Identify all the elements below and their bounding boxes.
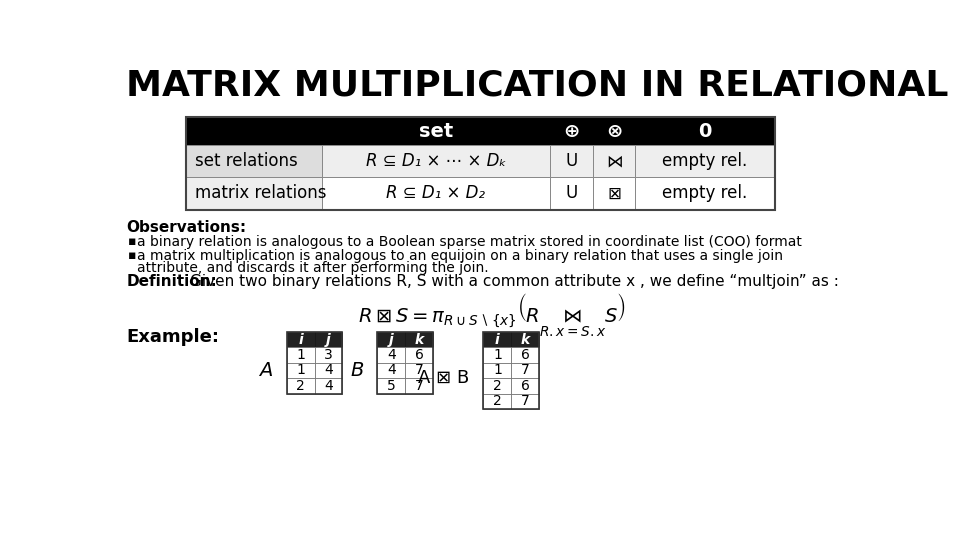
Bar [405,363,433,378]
Bar [484,363,512,378]
Text: 0: 0 [699,122,711,140]
Text: ▪: ▪ [128,235,136,248]
Bar [315,363,343,378]
Text: empty rel.: empty rel. [662,184,748,202]
Bar [484,332,540,409]
Bar [592,117,636,145]
Text: k: k [520,333,530,347]
Bar [377,363,405,378]
Bar [484,332,512,347]
Bar [592,145,636,177]
Bar [512,347,540,363]
Text: B: B [350,361,363,380]
Text: 1: 1 [296,363,305,377]
Bar [636,117,775,145]
Bar [550,117,592,145]
Text: set relations: set relations [195,152,298,170]
Text: A: A [259,361,273,380]
Bar [377,378,405,394]
Bar [405,347,433,363]
Bar [636,177,775,210]
Text: 4: 4 [324,363,333,377]
Text: R ⊆ D₁ × ⋯ × Dₖ: R ⊆ D₁ × ⋯ × Dₖ [366,152,506,170]
Text: MATRIX MULTIPLICATION IN RELATIONAL ALG.: MATRIX MULTIPLICATION IN RELATIONAL ALG. [126,69,960,103]
Text: ⊠: ⊠ [607,184,621,202]
Text: Definition:: Definition: [126,274,217,289]
Bar [484,394,512,409]
Text: k: k [415,333,423,347]
Text: 6: 6 [521,348,530,362]
Text: $R \boxtimes S = \pi_{R \cup S \setminus \{x\}}\left(R \underset{R.x=S.x}{\bowti: $R \boxtimes S = \pi_{R \cup S \setminus… [358,291,626,339]
Bar [186,117,322,145]
Bar [287,347,315,363]
Text: U: U [565,184,578,202]
Bar [377,347,405,363]
Text: 1: 1 [493,363,502,377]
Bar [377,332,405,347]
Text: 2: 2 [493,394,502,408]
Bar [405,378,433,394]
Text: Given two binary relations R, S with a common attribute x , we define “multjoin”: Given two binary relations R, S with a c… [190,274,839,289]
Bar [636,145,775,177]
Bar [484,347,512,363]
Text: 4: 4 [387,363,396,377]
Bar [287,332,343,394]
Text: 7: 7 [415,363,423,377]
Text: ▪: ▪ [128,249,136,262]
Text: 4: 4 [387,348,396,362]
Bar [186,117,775,210]
Text: set: set [419,122,453,140]
Text: i: i [299,333,303,347]
Text: a binary relation is analogous to a Boolean sparse matrix stored in coordinate l: a binary relation is analogous to a Bool… [137,235,802,249]
Text: ⊕: ⊕ [564,122,580,140]
Text: 7: 7 [521,363,530,377]
Text: 1: 1 [296,348,305,362]
Bar [512,332,540,347]
Text: 3: 3 [324,348,333,362]
Bar [405,332,433,347]
Text: attribute, and discards it after performing the join.: attribute, and discards it after perform… [137,261,489,275]
Text: Example:: Example: [126,328,219,346]
Text: 4: 4 [324,379,333,393]
Bar [315,378,343,394]
Text: 2: 2 [493,379,502,393]
Bar [315,347,343,363]
Bar [287,332,315,347]
Text: A ⊠ B: A ⊠ B [419,369,469,387]
Text: 1: 1 [493,348,502,362]
Text: matrix relations: matrix relations [195,184,326,202]
Bar [287,378,315,394]
Text: 6: 6 [415,348,423,362]
Text: j: j [389,333,394,347]
Bar [322,177,550,210]
Text: j: j [326,333,331,347]
Text: U: U [565,152,578,170]
Text: Observations:: Observations: [126,220,247,235]
Text: ⋈: ⋈ [606,152,622,170]
Bar [512,363,540,378]
Bar [377,332,433,394]
Bar [550,177,592,210]
Bar [186,145,322,177]
Text: 2: 2 [297,379,305,393]
Text: R ⊆ D₁ × D₂: R ⊆ D₁ × D₂ [386,184,486,202]
Text: 6: 6 [521,379,530,393]
Text: 7: 7 [521,394,530,408]
Bar [322,117,550,145]
Text: 5: 5 [387,379,396,393]
Bar [484,378,512,394]
Bar [592,177,636,210]
Bar [512,394,540,409]
Text: empty rel.: empty rel. [662,152,748,170]
Bar [287,363,315,378]
Text: 7: 7 [415,379,423,393]
Bar [315,332,343,347]
Text: ⊗: ⊗ [606,122,622,140]
Bar [322,145,550,177]
Bar [186,177,322,210]
Text: i: i [495,333,500,347]
Bar [512,378,540,394]
Bar [550,145,592,177]
Text: a matrix multiplication is analogous to an equijoin on a binary relation that us: a matrix multiplication is analogous to … [137,249,783,263]
